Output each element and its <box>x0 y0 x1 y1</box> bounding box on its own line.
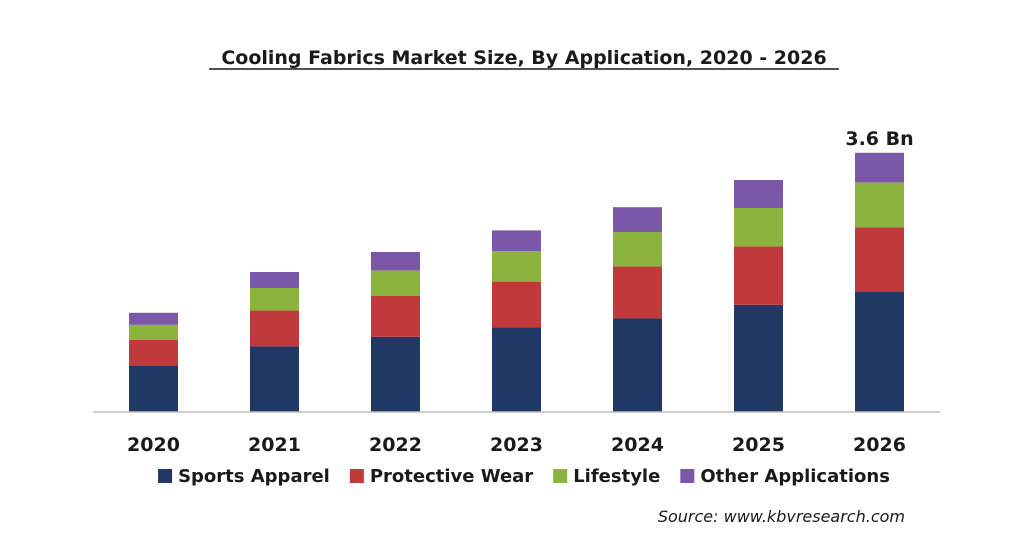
bar-lifestyle-2022 <box>371 270 420 296</box>
legend-label-sports-apparel: Sports Apparel <box>178 466 330 487</box>
bar-sports-apparel-2020 <box>129 365 178 412</box>
annotations: 3.6 Bn <box>845 128 913 150</box>
legend-swatch-sports-apparel <box>158 469 173 483</box>
bar-protective-wear-2024 <box>613 266 662 319</box>
legend: Sports Apparel Protective Wear Lifestyle Ot… <box>158 466 890 487</box>
bar-other-applications-2022 <box>371 252 420 271</box>
bar-sports-apparel-2023 <box>492 327 541 412</box>
bars-layer <box>129 152 904 412</box>
bar-lifestyle-2020 <box>129 324 178 340</box>
bar-lifestyle-2024 <box>613 232 662 267</box>
bar-other-applications-2020 <box>129 312 178 325</box>
x-tick-label-2025: 2025 <box>732 434 785 456</box>
legend-swatch-other-applications <box>680 469 695 483</box>
chart-title: Cooling Fabrics Market Size, By Applicat… <box>221 47 826 69</box>
x-tick-labels: 2020 2021 2022 2023 2024 2025 2026 <box>127 434 906 456</box>
legend-item-other-applications: Other Applications <box>680 466 890 487</box>
legend-item-lifestyle: Lifestyle <box>553 466 660 487</box>
bar-protective-wear-2026 <box>855 227 904 292</box>
bar-sports-apparel-2024 <box>613 318 662 412</box>
bar-protective-wear-2021 <box>250 310 299 347</box>
x-tick-label-2023: 2023 <box>490 434 543 456</box>
legend-swatch-protective-wear <box>349 469 364 483</box>
legend-label-protective-wear: Protective Wear <box>370 466 533 487</box>
x-tick-label-2021: 2021 <box>248 434 301 456</box>
bar-other-applications-2025 <box>734 180 783 208</box>
bar-other-applications-2023 <box>492 230 541 252</box>
legend-label-lifestyle: Lifestyle <box>573 466 660 487</box>
bar-sports-apparel-2026 <box>855 292 904 412</box>
x-tick-label-2024: 2024 <box>611 434 664 456</box>
x-tick-label-2026: 2026 <box>853 434 906 456</box>
legend-item-sports-apparel: Sports Apparel <box>158 466 330 487</box>
bar-lifestyle-2021 <box>250 288 299 311</box>
bar-lifestyle-2023 <box>492 251 541 282</box>
x-tick-label-2022: 2022 <box>369 434 422 456</box>
bar-other-applications-2026 <box>855 152 904 183</box>
bar-other-applications-2021 <box>250 272 299 288</box>
bar-sports-apparel-2021 <box>250 346 299 412</box>
bar-lifestyle-2026 <box>855 182 904 228</box>
bar-sports-apparel-2025 <box>734 304 783 412</box>
bar-sports-apparel-2022 <box>371 336 420 412</box>
legend-swatch-lifestyle <box>553 469 568 483</box>
bar-protective-wear-2025 <box>734 246 783 305</box>
legend-label-other-applications: Other Applications <box>700 466 890 487</box>
bar-protective-wear-2022 <box>371 296 420 337</box>
source-text: Source: www.kbvresearch.com <box>658 507 905 526</box>
legend-item-protective-wear: Protective Wear <box>349 466 533 487</box>
bar-protective-wear-2023 <box>492 281 541 328</box>
x-tick-label-2020: 2020 <box>127 434 180 456</box>
bar-lifestyle-2025 <box>734 208 783 247</box>
total-value-label-2026: 3.6 Bn <box>845 128 913 150</box>
bar-protective-wear-2020 <box>129 340 178 366</box>
bar-other-applications-2024 <box>613 207 662 232</box>
